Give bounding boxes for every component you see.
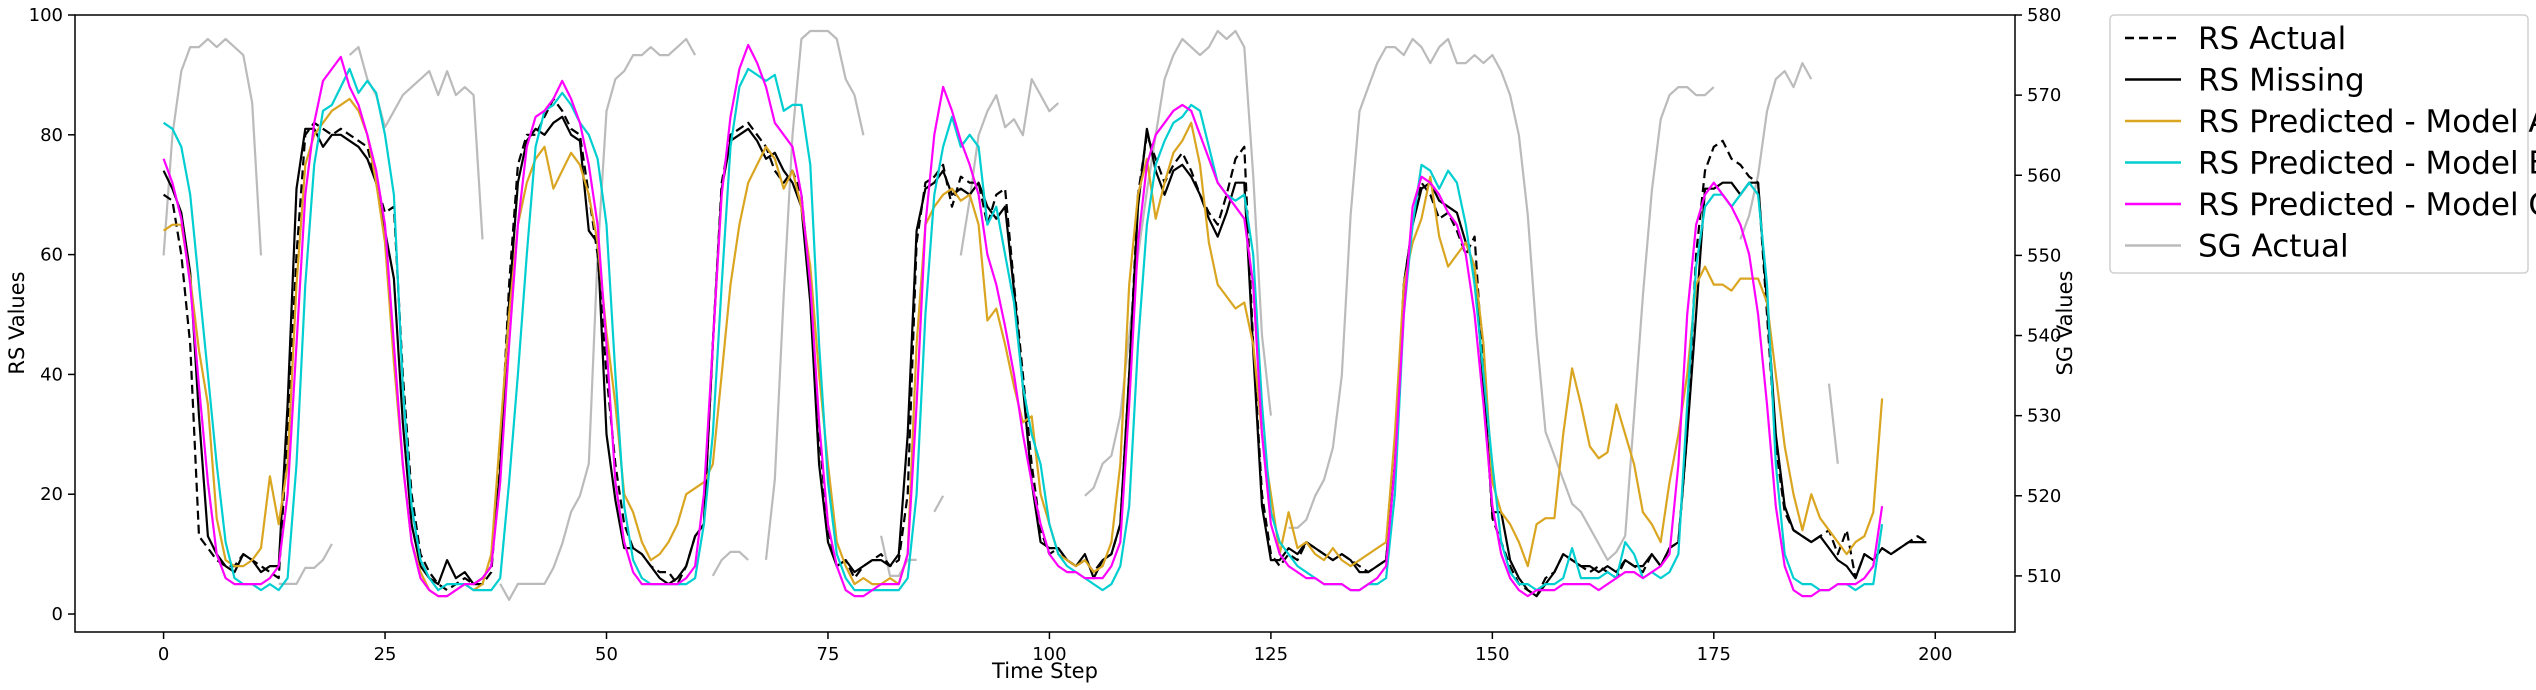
y-right-tick-label: 570 [2027, 85, 2061, 106]
y-right-tick-label: 520 [2027, 486, 2061, 507]
y-left-tick-label: 40 [40, 364, 63, 385]
y-axis-right-title: SG Values [2053, 271, 2077, 376]
legend-label: RS Missing [2198, 63, 2365, 99]
series-rs-predicted-model-c [162, 43, 1884, 598]
y-axis-left-title: RS Values [5, 271, 29, 374]
y-right-tick-label: 580 [2027, 5, 2061, 26]
legend-label: RS Predicted - Model A [2198, 104, 2536, 140]
plot-frame [74, 14, 2016, 633]
x-tick-label: 175 [1697, 644, 1731, 665]
series-rs-predicted-model-b [162, 67, 1884, 592]
y-left-tick-label: 60 [40, 245, 63, 266]
legend-label: SG Actual [2198, 229, 2349, 265]
y-right-tick-label: 540 [2027, 326, 2061, 347]
y-axis-right: 510 520 530 540 550 560 570 580 [2015, 5, 2061, 587]
legend: RS Actual RS Missing RS Predicted - Model … [2109, 14, 2536, 274]
x-axis-title: Time Step [991, 659, 1098, 683]
y-right-tick-label: 560 [2027, 165, 2061, 186]
y-right-tick-label: 510 [2027, 566, 2061, 587]
x-tick-label: 50 [595, 644, 618, 665]
series-rs-missing [162, 115, 1927, 598]
y-left-tick-label: 20 [40, 484, 63, 505]
plot-area [162, 29, 1928, 601]
y-left-tick-label: 80 [40, 125, 63, 146]
series-rs-actual [162, 97, 1928, 598]
x-tick-label: 125 [1254, 644, 1288, 665]
legend-label: RS Predicted - Model B [2198, 146, 2536, 182]
y-left-tick-label: 100 [29, 5, 63, 26]
legend-label: RS Actual [2198, 21, 2346, 57]
x-tick-label: 200 [1918, 644, 1952, 665]
series-rs-predicted-model-a [162, 97, 1884, 598]
y-left-tick-label: 0 [52, 604, 63, 625]
x-tick-label: 0 [158, 644, 169, 665]
x-tick-label: 150 [1475, 644, 1509, 665]
legend-frame [2109, 14, 2529, 274]
y-axis-left: 0 20 40 60 80 100 [29, 5, 75, 625]
x-tick-label: 25 [374, 644, 397, 665]
legend-label: RS Predicted - Model C [2198, 187, 2536, 223]
y-right-tick-label: 530 [2027, 406, 2061, 427]
x-axis: 0 25 50 75 100 125 150 175 200 [158, 632, 1952, 665]
x-tick-label: 75 [817, 644, 840, 665]
y-right-tick-label: 550 [2027, 245, 2061, 266]
x-tick-label: 100 [1032, 644, 1066, 665]
series-sg-actual [162, 29, 1839, 601]
